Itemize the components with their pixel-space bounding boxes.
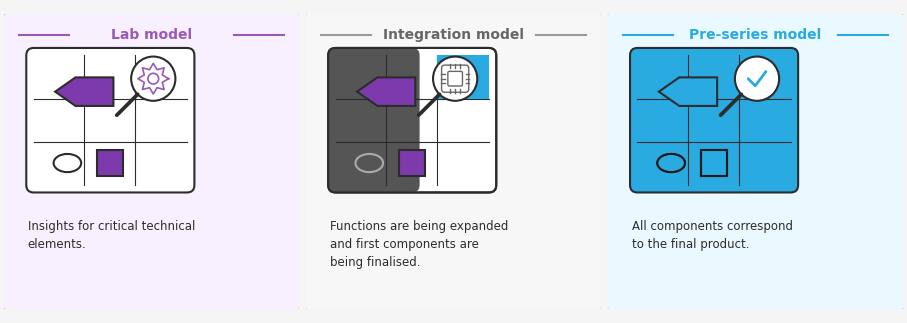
Ellipse shape — [658, 154, 685, 172]
Polygon shape — [55, 78, 113, 106]
Text: Pre-series model: Pre-series model — [689, 28, 822, 42]
Text: Insights for critical technical
elements.: Insights for critical technical elements… — [28, 221, 195, 252]
FancyBboxPatch shape — [328, 48, 420, 193]
FancyBboxPatch shape — [1, 11, 302, 312]
Circle shape — [433, 57, 477, 101]
Text: All components correspond
to the final product.: All components correspond to the final p… — [631, 221, 793, 252]
Text: Functions are being expanded
and first components are
being finalised.: Functions are being expanded and first c… — [329, 221, 508, 269]
FancyBboxPatch shape — [328, 48, 496, 193]
Bar — [97, 150, 123, 176]
Bar — [437, 55, 489, 99]
Text: Integration model: Integration model — [383, 28, 524, 42]
Ellipse shape — [54, 154, 82, 172]
Bar — [399, 150, 425, 176]
Polygon shape — [658, 78, 717, 106]
Circle shape — [735, 57, 779, 101]
Ellipse shape — [356, 154, 383, 172]
Polygon shape — [357, 78, 415, 106]
FancyBboxPatch shape — [630, 48, 798, 193]
FancyBboxPatch shape — [605, 11, 906, 312]
Circle shape — [132, 57, 175, 101]
Text: Lab model: Lab model — [111, 28, 192, 42]
Bar — [701, 150, 727, 176]
FancyBboxPatch shape — [26, 48, 194, 193]
FancyBboxPatch shape — [303, 11, 604, 312]
Ellipse shape — [658, 154, 685, 172]
Bar — [701, 150, 727, 176]
